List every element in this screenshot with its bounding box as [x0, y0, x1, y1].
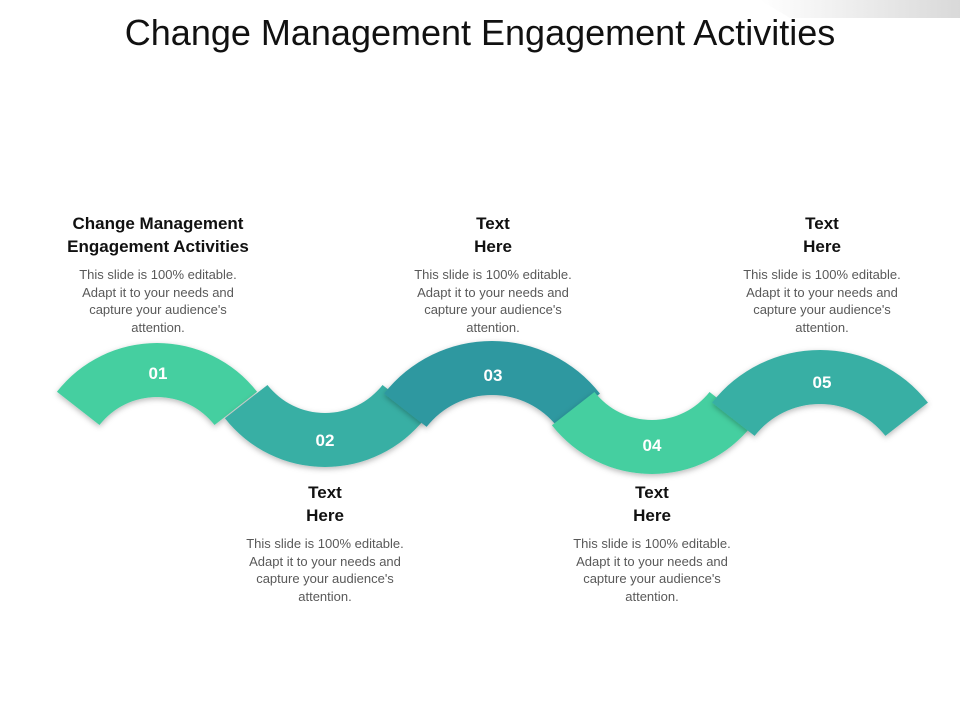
step-5-text-block: Text Here This slide is 100% editable. A… [722, 212, 922, 336]
step-4-description: This slide is 100% editable. Adapt it to… [573, 536, 731, 604]
step-4-arc-segment [551, 391, 753, 474]
corner-decoration [760, 0, 960, 18]
step-3-number: 03 [483, 366, 503, 385]
step-1-heading: Change Management Engagement Activities [67, 214, 249, 256]
step-1-text-block: Change Management Engagement Activities … [58, 212, 258, 336]
step-2-description: This slide is 100% editable. Adapt it to… [246, 536, 404, 604]
step-2-number: 02 [315, 431, 335, 450]
step-3-arc-segment [384, 341, 600, 427]
step-2-text-block: Text Here This slide is 100% editable. A… [225, 481, 425, 605]
step-1-description: This slide is 100% editable. Adapt it to… [79, 267, 237, 335]
step-5-heading: Text Here [803, 214, 841, 256]
step-1-arc-segment [56, 343, 258, 426]
step-1-number: 01 [148, 364, 168, 383]
step-3-text-block: Text Here This slide is 100% editable. A… [393, 212, 593, 336]
step-2-heading: Text Here [306, 483, 344, 525]
step-4-number: 04 [642, 436, 662, 455]
step-2-arc-segment [224, 384, 426, 467]
step-3-heading: Text Here [474, 214, 512, 256]
step-4-text-block: Text Here This slide is 100% editable. A… [552, 481, 752, 605]
step-4-heading: Text Here [633, 483, 671, 525]
step-5-number: 05 [812, 373, 832, 392]
step-5-description: This slide is 100% editable. Adapt it to… [743, 267, 901, 335]
step-5-arc-segment [712, 349, 928, 436]
page-title: Change Management Engagement Activities [124, 12, 836, 53]
step-3-description: This slide is 100% editable. Adapt it to… [414, 267, 572, 335]
